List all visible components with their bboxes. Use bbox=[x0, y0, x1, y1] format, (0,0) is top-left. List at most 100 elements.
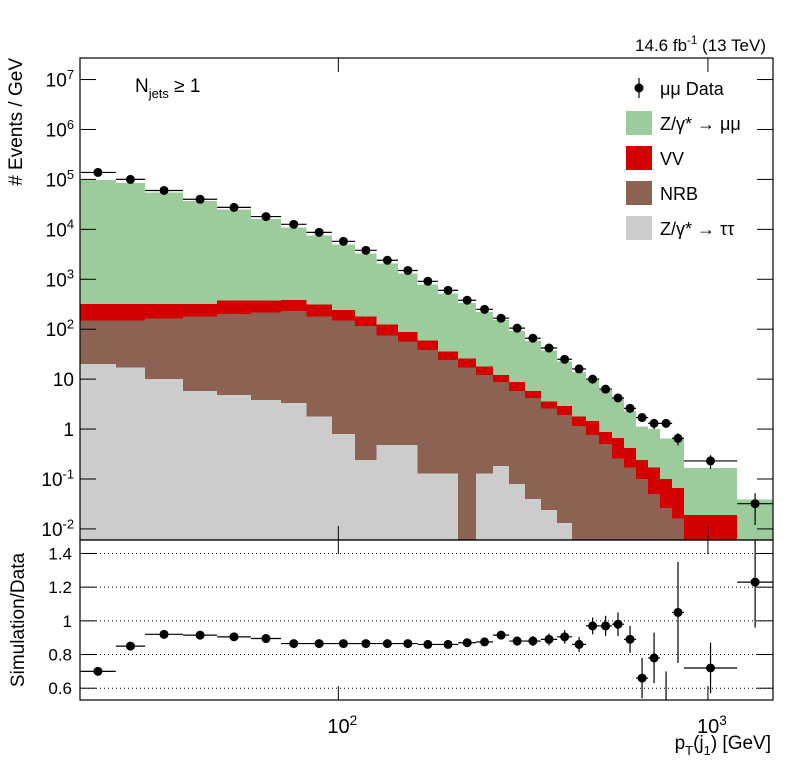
stack-segment bbox=[660, 508, 673, 540]
x-axis-title-part: 1 bbox=[704, 743, 711, 758]
data-point bbox=[462, 295, 472, 305]
y-tick-label: 10 bbox=[53, 370, 74, 391]
stack-segment bbox=[683, 515, 738, 540]
stack-segment bbox=[458, 303, 477, 359]
data-point bbox=[480, 304, 490, 314]
x-axis-title-part: p bbox=[675, 733, 686, 754]
stack-segment bbox=[376, 335, 398, 445]
stack-segment bbox=[437, 360, 459, 474]
legend-swatch bbox=[626, 111, 652, 135]
stack-segment bbox=[540, 408, 558, 510]
stack-segment bbox=[115, 367, 146, 540]
x-tick-label-exp: 3 bbox=[719, 713, 727, 728]
stack-segment bbox=[250, 312, 282, 401]
stack-segment bbox=[540, 509, 558, 540]
data-point bbox=[403, 265, 413, 275]
stack-segment bbox=[306, 316, 332, 417]
stack-segment bbox=[331, 433, 356, 540]
plot-area bbox=[80, 540, 773, 700]
y-tick-label-base: 10 bbox=[46, 220, 67, 241]
ratio-point bbox=[314, 639, 324, 649]
stack-segment bbox=[281, 300, 307, 312]
ratio-point bbox=[403, 639, 413, 649]
y-tick-label-base: 10 bbox=[41, 470, 62, 491]
data-point bbox=[423, 276, 433, 286]
plot-area bbox=[80, 167, 773, 540]
stack-segment bbox=[586, 435, 600, 540]
stack-segment bbox=[557, 415, 573, 524]
data-point bbox=[93, 167, 103, 177]
lumi-label-part: 14.6 fb bbox=[635, 36, 687, 55]
stack-segment bbox=[417, 284, 438, 341]
y-tick-label: 1.2 bbox=[48, 578, 72, 597]
stack-segment bbox=[397, 341, 418, 445]
data-point bbox=[528, 333, 538, 343]
stack-segment bbox=[660, 478, 673, 509]
lumi-label: 14.6 fb-1 (13 TeV) bbox=[635, 35, 766, 55]
stack-segment bbox=[636, 426, 649, 461]
ratio-point bbox=[588, 621, 598, 631]
legend-label: Z/γ* → μμ bbox=[660, 114, 741, 134]
stack-segment bbox=[281, 403, 307, 540]
stack-segment bbox=[183, 303, 218, 317]
stack-segment bbox=[672, 518, 684, 540]
ratio-point bbox=[528, 636, 538, 646]
ratio-point bbox=[512, 636, 522, 646]
data-point bbox=[314, 227, 324, 237]
stack-segment bbox=[417, 473, 438, 540]
stack-segment bbox=[458, 358, 477, 368]
y-tick-label-exp: 6 bbox=[67, 117, 74, 132]
legend-marker bbox=[634, 83, 644, 93]
legend-swatch bbox=[626, 181, 652, 205]
y-tick-label-base: 10 bbox=[46, 71, 67, 92]
ratio-point bbox=[93, 666, 103, 676]
stack-segment bbox=[145, 192, 184, 304]
stack-segment bbox=[599, 389, 612, 433]
stack-segment bbox=[525, 390, 541, 398]
stack-segment bbox=[557, 361, 573, 406]
stack-segment bbox=[572, 426, 587, 540]
ratio-point bbox=[423, 639, 433, 649]
x-axis-title-part: ) [GeV] bbox=[711, 733, 771, 754]
stack-segment bbox=[540, 350, 558, 402]
stack-segment bbox=[145, 318, 184, 380]
ratio-point bbox=[338, 639, 348, 649]
stack-segment bbox=[611, 398, 625, 439]
stack-segment bbox=[250, 300, 282, 313]
legend-swatch bbox=[626, 216, 652, 240]
x-tick-label: 103 bbox=[697, 713, 727, 738]
y-tick-label: 104 bbox=[46, 217, 74, 242]
data-point bbox=[195, 194, 205, 204]
data-point bbox=[601, 384, 611, 394]
y-tick-label-exp: -2 bbox=[63, 516, 74, 531]
stack-segment bbox=[250, 400, 282, 540]
ratio-point bbox=[574, 639, 584, 649]
stack-segment bbox=[281, 311, 307, 404]
stack-segment bbox=[648, 494, 661, 540]
ratio-point bbox=[673, 607, 683, 617]
y-tick-label: 10-2 bbox=[41, 516, 74, 541]
ratio-point bbox=[382, 639, 392, 649]
y-tick-label: 1.4 bbox=[48, 544, 72, 563]
y-tick-label: 103 bbox=[46, 267, 74, 292]
annotation-part: jets bbox=[148, 86, 169, 101]
data-point bbox=[574, 364, 584, 374]
annotation: Njets ≥ 1 bbox=[135, 76, 200, 101]
ratio-point bbox=[480, 637, 490, 647]
stack-segment bbox=[672, 488, 684, 519]
stack-segment bbox=[217, 209, 251, 301]
stack-segment bbox=[683, 468, 738, 516]
stack-segment bbox=[624, 467, 637, 540]
stack-segment bbox=[183, 201, 218, 304]
data-point bbox=[750, 499, 760, 509]
frame bbox=[79, 539, 774, 701]
y-tick-label-base: 10 bbox=[46, 120, 67, 141]
ratio-point bbox=[706, 663, 716, 673]
data-point bbox=[125, 174, 135, 184]
y-tick-label-exp: 2 bbox=[67, 317, 74, 332]
ratio-point bbox=[125, 641, 135, 651]
ratio-point bbox=[159, 629, 169, 639]
ratio-point bbox=[443, 639, 453, 649]
stack-segment bbox=[458, 367, 477, 540]
